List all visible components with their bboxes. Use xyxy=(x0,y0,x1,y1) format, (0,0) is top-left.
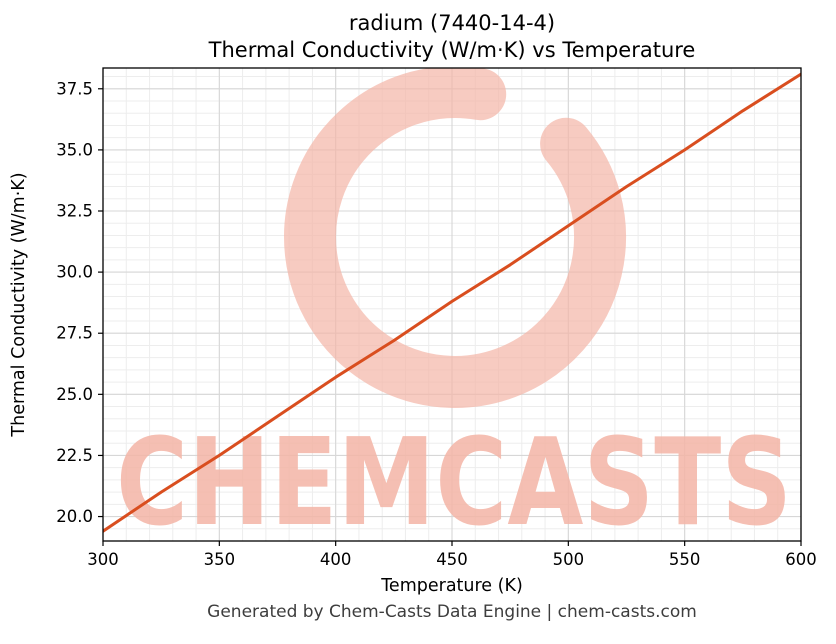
data-line-thermal-conductivity xyxy=(103,72,801,533)
y-tick-label: 20.0 xyxy=(56,507,93,526)
y-tick-label: 30.0 xyxy=(56,263,93,282)
y-tick-label: 37.5 xyxy=(56,79,93,98)
x-tick-label: 600 xyxy=(785,550,817,569)
x-tick-label: 300 xyxy=(87,550,119,569)
x-tick-label: 350 xyxy=(204,550,236,569)
chart-title-block: radium (7440-14-4) Thermal Conductivity … xyxy=(103,10,801,64)
y-axis-label: Thermal Conductivity (W/m·K) xyxy=(9,172,29,437)
y-tick-label: 27.5 xyxy=(56,324,93,343)
x-tick-label: 450 xyxy=(436,550,468,569)
chart-title: radium (7440-14-4) xyxy=(348,11,556,35)
y-tick-label: 22.5 xyxy=(56,446,93,465)
plot-region: CHEMCASTS xyxy=(103,68,801,553)
watermark-logo xyxy=(284,68,627,408)
x-axis-label: Temperature (K) xyxy=(380,576,523,596)
x-tick-label: 400 xyxy=(320,550,352,569)
footer-credit: Generated by Chem-Casts Data Engine | ch… xyxy=(207,602,697,622)
y-tick-label: 32.5 xyxy=(56,202,93,221)
watermark-text: CHEMCASTS xyxy=(116,414,792,553)
y-tick-label: 25.0 xyxy=(56,385,93,404)
x-tick-label: 500 xyxy=(553,550,585,569)
chart-subtitle: Thermal Conductivity (W/m·K) vs Temperat… xyxy=(208,38,696,62)
y-tick-label: 35.0 xyxy=(56,140,93,159)
x-tick-label: 550 xyxy=(669,550,701,569)
